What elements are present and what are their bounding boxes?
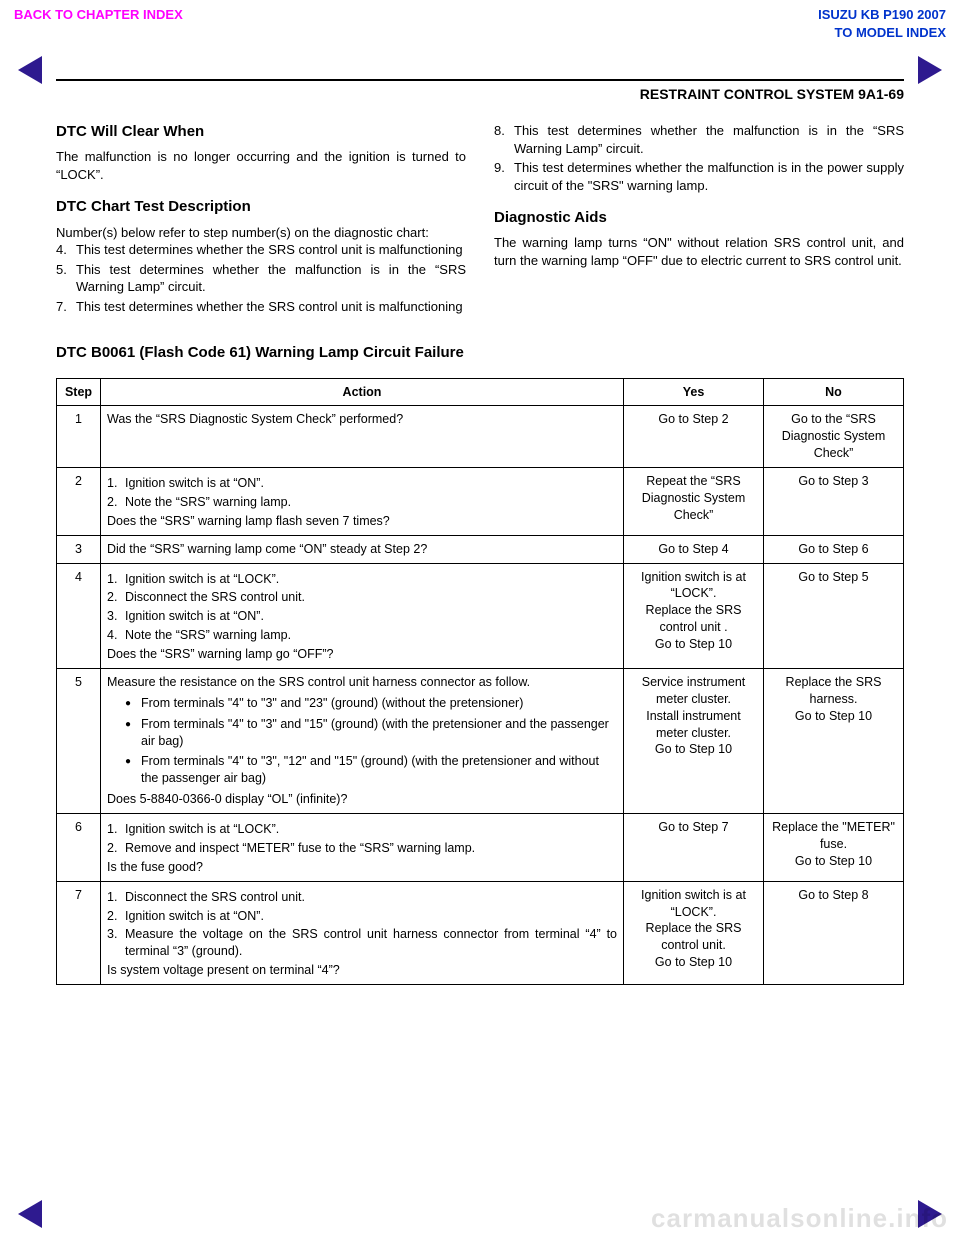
- cell-action: Did the “SRS” warning lamp come “ON” ste…: [101, 535, 624, 563]
- cell-yes: Go to Step 2: [624, 406, 764, 468]
- cell-action: Measure the resistance on the SRS contro…: [101, 668, 624, 813]
- cell-yes: Go to Step 4: [624, 535, 764, 563]
- next-page-arrow-icon[interactable]: [918, 56, 942, 84]
- model-link-line2[interactable]: TO MODEL INDEX: [818, 24, 946, 42]
- cell-yes: Repeat the “SRS Diagnostic System Check”: [624, 468, 764, 536]
- cell-no: Go to Step 6: [764, 535, 904, 563]
- list-item: 8.This test determines whether the malfu…: [494, 122, 904, 157]
- model-link-line1[interactable]: ISUZU KB P190 2007: [818, 6, 946, 24]
- dtc-clear-heading: DTC Will Clear When: [56, 122, 466, 142]
- cell-action: Was the “SRS Diagnostic System Check” pe…: [101, 406, 624, 468]
- diag-aids-text: The warning lamp turns “ON" without rela…: [494, 234, 904, 269]
- cell-yes: Ignition switch is at “LOCK”.Replace the…: [624, 563, 764, 668]
- cell-step: 1: [57, 406, 101, 468]
- dtc-chart-text: Number(s) below refer to step number(s) …: [56, 224, 466, 242]
- col-no: No: [764, 378, 904, 406]
- cell-no: Go to the “SRS Diagnostic System Check”: [764, 406, 904, 468]
- cell-step: 6: [57, 814, 101, 882]
- table-row: 71.Disconnect the SRS control unit.2.Ign…: [57, 881, 904, 984]
- col-yes: Yes: [624, 378, 764, 406]
- diag-aids-heading: Diagnostic Aids: [494, 208, 904, 228]
- page-header: RESTRAINT CONTROL SYSTEM 9A1-69: [56, 79, 904, 104]
- cell-no: Replace the SRS harness.Go to Step 10: [764, 668, 904, 813]
- cell-no: Go to Step 8: [764, 881, 904, 984]
- dtc-section-title: DTC B0061 (Flash Code 61) Warning Lamp C…: [56, 343, 904, 363]
- watermark: carmanualsonline.info: [651, 1201, 948, 1236]
- table-row: 3Did the “SRS” warning lamp come “ON” st…: [57, 535, 904, 563]
- table-row: 5Measure the resistance on the SRS contr…: [57, 668, 904, 813]
- cell-step: 4: [57, 563, 101, 668]
- cell-step: 7: [57, 881, 101, 984]
- cell-action: 1.Ignition switch is at “ON”.2.Note the …: [101, 468, 624, 536]
- list-item: 9.This test determines whether the malfu…: [494, 159, 904, 194]
- list-item: 7.This test determines whether the SRS c…: [56, 298, 466, 316]
- diagnostic-table: Step Action Yes No 1Was the “SRS Diagnos…: [56, 378, 904, 986]
- cell-no: Go to Step 5: [764, 563, 904, 668]
- col-step: Step: [57, 378, 101, 406]
- cell-yes: Service instrument meter cluster.Install…: [624, 668, 764, 813]
- cell-step: 3: [57, 535, 101, 563]
- dtc-clear-text: The malfunction is no longer occurring a…: [56, 148, 466, 183]
- col-action: Action: [101, 378, 624, 406]
- list-item: 4.This test determines whether the SRS c…: [56, 241, 466, 259]
- cell-action: 1.Ignition switch is at “LOCK”.2.Disconn…: [101, 563, 624, 668]
- cell-no: Go to Step 3: [764, 468, 904, 536]
- back-to-chapter-link[interactable]: BACK TO CHAPTER INDEX: [14, 6, 183, 41]
- cell-yes: Ignition switch is at “LOCK”.Replace the…: [624, 881, 764, 984]
- table-row: 61.Ignition switch is at “LOCK”.2.Remove…: [57, 814, 904, 882]
- prev-page-arrow-icon[interactable]: [18, 56, 42, 84]
- cell-action: 1.Disconnect the SRS control unit.2.Igni…: [101, 881, 624, 984]
- cell-action: 1.Ignition switch is at “LOCK”.2.Remove …: [101, 814, 624, 882]
- dtc-chart-list-cont: 8.This test determines whether the malfu…: [494, 122, 904, 194]
- dtc-chart-heading: DTC Chart Test Description: [56, 197, 466, 217]
- cell-step: 5: [57, 668, 101, 813]
- table-row: 1Was the “SRS Diagnostic System Check” p…: [57, 406, 904, 468]
- prev-page-arrow-bottom-icon[interactable]: [18, 1200, 42, 1228]
- cell-step: 2: [57, 468, 101, 536]
- table-row: 41.Ignition switch is at “LOCK”.2.Discon…: [57, 563, 904, 668]
- table-row: 21.Ignition switch is at “ON”.2.Note the…: [57, 468, 904, 536]
- dtc-chart-list: 4.This test determines whether the SRS c…: [56, 241, 466, 315]
- cell-no: Replace the "METER" fuse.Go to Step 10: [764, 814, 904, 882]
- list-item: 5.This test determines whether the malfu…: [56, 261, 466, 296]
- cell-yes: Go to Step 7: [624, 814, 764, 882]
